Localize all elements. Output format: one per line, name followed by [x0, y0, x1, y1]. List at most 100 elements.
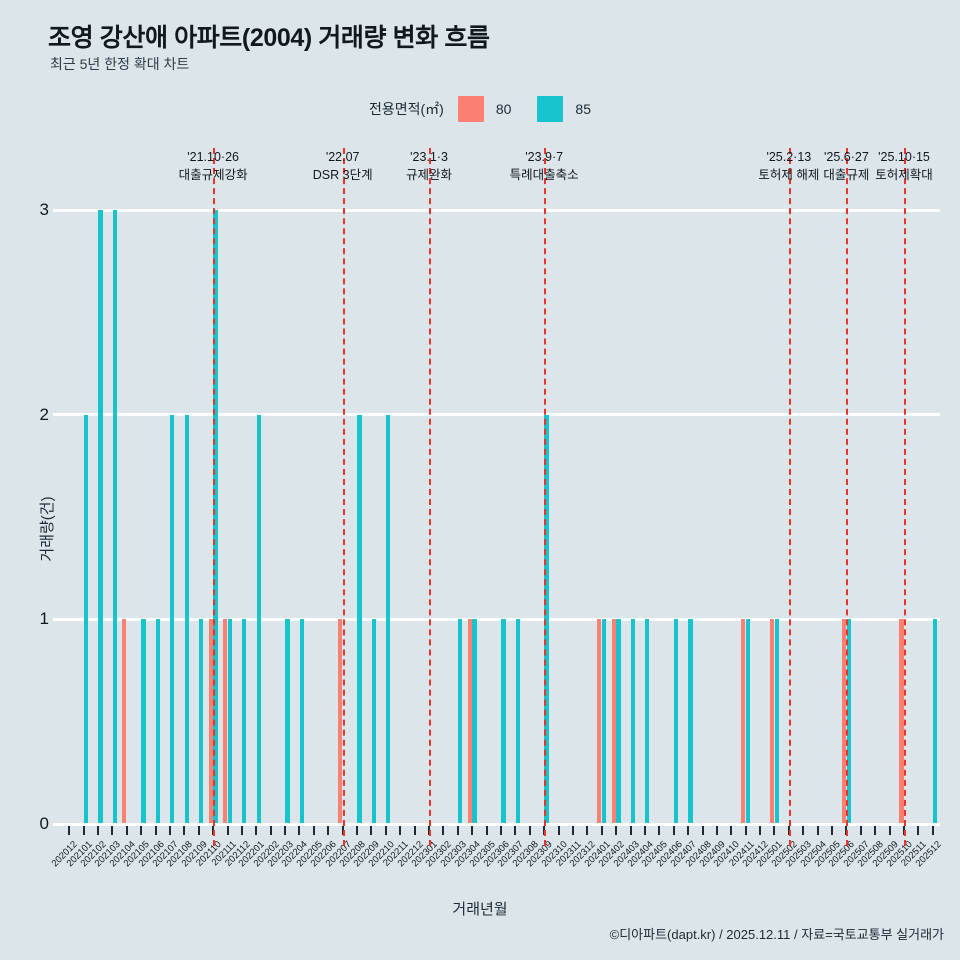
bar[interactable] [122, 619, 127, 824]
bar[interactable] [933, 619, 938, 824]
bar[interactable] [774, 619, 779, 824]
x-tick-mark [269, 824, 272, 835]
bar[interactable] [256, 414, 261, 824]
event-line-202207 [342, 148, 345, 846]
bar[interactable] [285, 619, 290, 824]
bar[interactable] [208, 619, 213, 824]
bar[interactable] [222, 619, 228, 824]
bar[interactable] [386, 414, 391, 824]
bar[interactable] [141, 619, 146, 824]
bar[interactable] [501, 619, 506, 824]
y-tick-label-3: 3 [39, 200, 49, 219]
bar[interactable] [242, 619, 247, 824]
x-tick-mark [658, 824, 661, 835]
event-label-202510: '25.10·15 토허제확대 [875, 148, 933, 184]
legend-title: 전용면적(㎡) [368, 101, 444, 117]
x-tick-mark [629, 824, 632, 835]
x-tick-mark [859, 824, 862, 835]
event-label-202309: '23.9·7 특례대출축소 [510, 148, 579, 184]
y-axis-title: 거래량(건) [39, 496, 57, 562]
bar[interactable] [616, 619, 621, 824]
x-tick-mark [298, 824, 301, 835]
bar[interactable] [899, 619, 904, 824]
x-tick-mark [168, 824, 171, 835]
bar[interactable] [98, 210, 103, 824]
legend-label-80: 80 [495, 101, 512, 117]
x-tick-mark [442, 824, 445, 835]
x-tick-mark [413, 824, 416, 835]
x-tick-mark [370, 824, 373, 835]
x-tick-mark [831, 824, 834, 835]
bar[interactable] [544, 414, 549, 824]
event-date: '25.2·13 [766, 150, 812, 164]
bar[interactable] [688, 619, 693, 824]
x-tick-mark [226, 824, 229, 835]
legend-label-85: 85 [575, 101, 591, 117]
x-tick-mark [384, 824, 387, 835]
bar[interactable] [597, 619, 602, 824]
bar[interactable] [155, 619, 161, 824]
x-tick-mark [586, 824, 589, 835]
x-tick-mark [615, 824, 618, 835]
event-name: 대출규제강화 [178, 168, 248, 183]
bar[interactable] [227, 619, 233, 824]
x-tick-mark [284, 824, 287, 835]
x-tick-mark [701, 824, 704, 835]
bar[interactable] [769, 619, 775, 824]
bar[interactable] [357, 414, 362, 824]
x-tick-mark [643, 824, 646, 835]
x-tick-mark [500, 824, 502, 835]
event-line-202502 [788, 148, 791, 846]
bar[interactable] [741, 619, 746, 824]
gridline-y-2 [62, 413, 940, 417]
bar[interactable] [467, 619, 472, 824]
event-date: '25.10·15 [878, 150, 930, 164]
x-tick-mark [471, 824, 474, 835]
legend-swatch-80 [457, 96, 484, 122]
event-label-202502: '25.2·13 토허제 해제 [758, 148, 819, 184]
event-line-202309 [544, 148, 547, 846]
x-tick-mark [125, 824, 128, 835]
bar[interactable] [846, 619, 851, 824]
x-tick-mark [96, 824, 99, 835]
x-tick-mark [759, 824, 762, 835]
x-tick-mark [528, 824, 531, 835]
gridline-y-3 [62, 208, 940, 212]
bar[interactable] [458, 619, 463, 824]
bar[interactable] [472, 619, 477, 824]
event-label-202301: '23.1·3 규제완화 [406, 148, 452, 184]
x-tick-mark [888, 824, 891, 835]
bar[interactable] [184, 414, 189, 824]
x-tick-mark [399, 824, 402, 835]
bar[interactable] [630, 619, 636, 824]
event-line-202301 [429, 148, 432, 846]
bar[interactable] [112, 210, 117, 824]
x-tick-mark [802, 824, 805, 835]
event-line-202506 [846, 148, 849, 846]
event-date: '23.1·3 [410, 150, 448, 164]
bar[interactable] [198, 619, 204, 824]
bar[interactable] [515, 619, 520, 824]
bar[interactable] [611, 619, 616, 824]
bar[interactable] [601, 619, 607, 824]
bar[interactable] [673, 619, 679, 824]
bar[interactable] [338, 619, 343, 824]
y-tick-mark-3 [53, 208, 62, 212]
bar[interactable] [213, 210, 218, 824]
x-tick-mark [140, 824, 143, 835]
bar[interactable] [841, 619, 847, 824]
bar[interactable] [645, 619, 650, 824]
bar[interactable] [299, 619, 305, 824]
x-tick-mark [356, 824, 359, 835]
bar[interactable] [83, 414, 89, 824]
event-date: '25.6·27 [824, 150, 869, 164]
event-name: 대출규제 [823, 168, 870, 183]
x-tick-mark [111, 824, 114, 835]
legend-item-80[interactable]: 80 [457, 96, 512, 122]
bar[interactable] [745, 619, 751, 824]
x-tick-mark [456, 824, 459, 835]
bar[interactable] [371, 619, 376, 824]
legend-item-85[interactable]: 85 [537, 96, 591, 122]
x-tick-mark [327, 824, 330, 835]
bar[interactable] [170, 414, 175, 824]
